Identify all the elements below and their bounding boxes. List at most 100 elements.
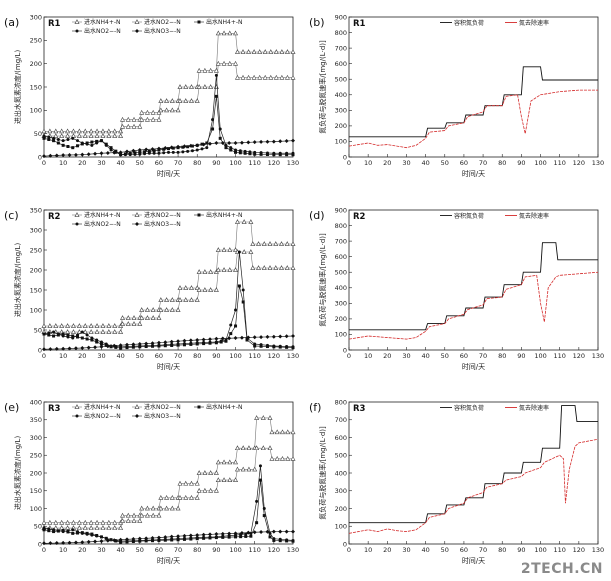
x-axis-label: 时间/天 (157, 556, 180, 565)
x-tick-label: 90 (212, 159, 220, 167)
x-tick-label: 50 (136, 546, 144, 554)
series-0 (349, 405, 598, 524)
data-point (278, 151, 282, 155)
data-point (53, 133, 59, 138)
data-point (47, 333, 51, 337)
data-point (194, 495, 200, 500)
x-tick-label: 80 (193, 159, 201, 167)
data-point (194, 285, 200, 290)
series-4 (42, 138, 295, 159)
data-point (125, 123, 131, 129)
data-point (47, 138, 51, 141)
data-point (248, 219, 254, 224)
data-point (73, 346, 78, 351)
data-point (194, 480, 200, 486)
y-tick-label: 400 (335, 469, 347, 477)
data-point (188, 84, 194, 89)
data-point (156, 146, 161, 151)
data-point (229, 323, 233, 327)
data-point (171, 150, 175, 154)
data-point (112, 133, 118, 138)
data-point (90, 533, 94, 537)
x-tick-label: 50 (441, 546, 449, 554)
data-point (53, 128, 59, 134)
data-point (112, 343, 117, 348)
data-point (257, 74, 263, 80)
legend-marker (74, 404, 80, 409)
x-tick-label: 120 (268, 352, 280, 360)
data-point (82, 519, 88, 525)
data-point (70, 128, 76, 134)
y-tick-label: 300 (30, 434, 42, 442)
data-point (131, 342, 136, 347)
x-tick-label: 20 (383, 352, 391, 360)
x-tick-label: 100 (229, 352, 241, 360)
data-point (71, 336, 75, 340)
panel-label: (f) (309, 401, 321, 414)
x-axis-label: 时间/天 (462, 169, 485, 178)
x-tick-label: 130 (592, 546, 604, 554)
data-point (104, 143, 108, 147)
data-point (152, 151, 156, 155)
data-point (291, 151, 295, 155)
data-point (279, 74, 285, 80)
data-point (213, 487, 219, 493)
data-point (279, 49, 285, 54)
data-point (42, 154, 46, 159)
x-tick-label: 100 (229, 546, 241, 554)
data-point (234, 74, 240, 80)
data-point (258, 464, 262, 468)
x-tick-label: 50 (136, 352, 144, 360)
data-point (99, 342, 103, 346)
data-point (53, 525, 59, 530)
data-point (273, 74, 279, 80)
chart-panel-b: 0 10 20 30 40 50 60 70 80 90 100 110 120 130 0 100 200 30… (309, 13, 604, 178)
y-tick-label: 150 (30, 286, 42, 294)
data-point (285, 538, 289, 542)
x-tick-label: 130 (592, 159, 604, 167)
x-tick-label: 10 (364, 159, 372, 167)
series-2 (42, 478, 295, 544)
y-tick-label: 150 (30, 83, 42, 91)
data-point (262, 49, 268, 54)
panel-label: (b) (309, 16, 325, 29)
data-point (120, 512, 126, 518)
data-point (219, 339, 223, 343)
data-point (125, 149, 129, 154)
data-point (272, 344, 276, 348)
data-point (163, 535, 168, 540)
data-point (208, 487, 214, 493)
y-tick-label: 700 (335, 44, 347, 52)
y-axis-label: 氮负荷与脱氮速率/[mg/(L·d)] (318, 40, 327, 134)
y-tick-label: 800 (335, 222, 347, 230)
data-point (52, 530, 56, 534)
plot-frame (348, 209, 599, 351)
data-point (246, 49, 252, 54)
data-point (125, 315, 131, 320)
data-point (42, 136, 46, 140)
data-point (137, 536, 142, 541)
data-point (66, 333, 70, 337)
data-point (271, 139, 276, 144)
data-point (271, 529, 276, 534)
data-point (144, 307, 150, 312)
data-point (265, 334, 270, 339)
y-tick-label: 600 (335, 434, 347, 442)
data-point (139, 109, 145, 115)
data-point (215, 30, 221, 36)
data-point (273, 265, 279, 270)
legend-marker (134, 404, 140, 409)
data-point (202, 487, 208, 493)
x-tick-label: 30 (97, 159, 105, 167)
y-tick-label: 700 (335, 237, 347, 245)
data-point (221, 534, 225, 538)
series-0 (349, 66, 598, 138)
legend: 容积氮负荷 氮去除速率 (440, 212, 549, 220)
data-point (137, 518, 143, 523)
data-point (158, 495, 164, 500)
x-tick-label: 10 (364, 546, 372, 554)
legend-label: 出水NO2−-N (84, 412, 121, 420)
x-tick-label: 80 (193, 546, 201, 554)
panel-label: (e) (4, 401, 19, 414)
data-point (279, 265, 285, 270)
